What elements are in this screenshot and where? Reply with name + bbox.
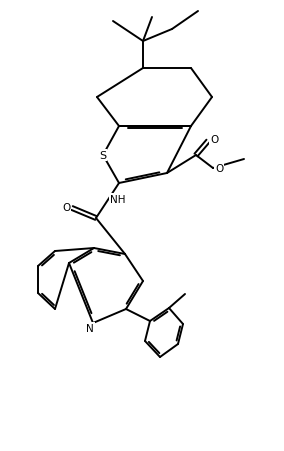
Text: NH: NH xyxy=(110,194,126,205)
Text: S: S xyxy=(99,151,106,161)
Text: O: O xyxy=(62,202,70,212)
Text: O: O xyxy=(215,164,223,174)
Text: N: N xyxy=(86,323,94,333)
Text: O: O xyxy=(210,135,218,145)
